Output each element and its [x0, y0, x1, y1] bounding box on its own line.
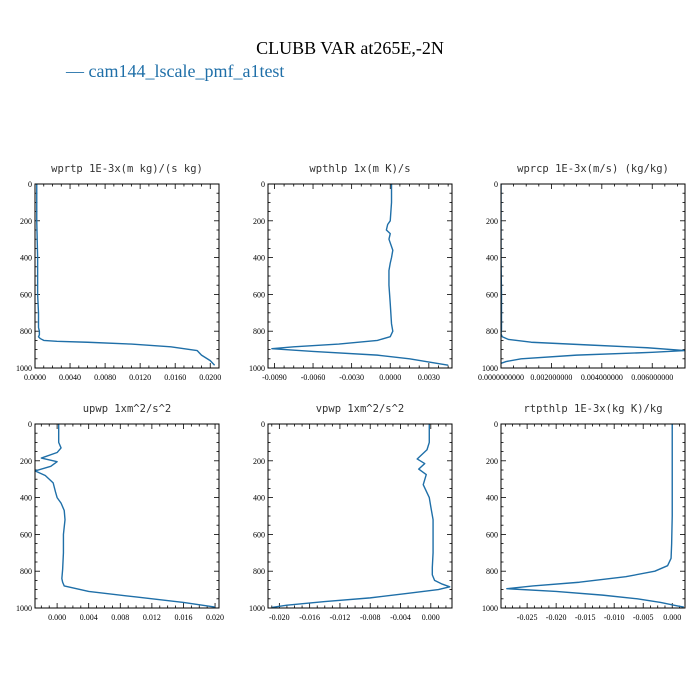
y-tick-label: 0 — [494, 180, 498, 189]
y-tick-label: 800 — [20, 327, 32, 336]
panel-2: wpthlp 1x(m K)/s 0 200 400 600 800 1000-0.0090… — [249, 163, 453, 382]
y-tick-label: 400 — [486, 494, 498, 503]
x-tick-label: -0.0060 — [301, 373, 326, 382]
y-tick-label: 1000 — [249, 604, 265, 613]
y-tick-label: 200 — [486, 457, 498, 466]
y-tick-label: 600 — [20, 290, 32, 299]
plot-frame — [34, 183, 220, 369]
plot-frame — [500, 183, 686, 369]
x-tick-label: 0.020 — [206, 613, 224, 622]
panel-4: upwp 1xm^2/s^2 0 200 400 600 800 1000 0.000 0.00… — [16, 403, 224, 622]
x-tick-label: 0.0000 — [24, 373, 46, 382]
y-tick-label: 800 — [486, 327, 498, 336]
y-tick-label: 400 — [486, 254, 498, 263]
legend-entry: — cam144_lscale_pmf_a1test — [65, 61, 284, 81]
series-line-1 — [271, 184, 449, 366]
series-line-1 — [35, 424, 216, 608]
panel-5: vpwp 1xm^2/s^2 0 200 400 600 800 1000 -0.020 -0.… — [249, 403, 453, 622]
y-tick-label: 0 — [28, 180, 32, 189]
x-tick-label: -0.012 — [330, 613, 351, 622]
panel-6: rtpthlp 1E-3x(kg K)/kg 0 200 400 600 800 1000 -… — [482, 403, 686, 622]
y-tick-label: 1000 — [482, 604, 498, 613]
y-tick-label: 800 — [486, 567, 498, 576]
panel-3: wprcp 1E-3x(m/s) (kg/kg) 0 200 400 600 800 100… — [478, 163, 686, 382]
y-tick-label: 400 — [20, 494, 32, 503]
x-tick-label: 0.006000000 — [631, 373, 673, 382]
series-line-1 — [36, 184, 216, 366]
x-tick-label: -0.016 — [299, 613, 320, 622]
x-tick-label: 0.0120 — [129, 373, 151, 382]
x-tick-label: 0.008 — [111, 613, 129, 622]
x-tick-label: 0.012 — [143, 613, 161, 622]
y-tick-label: 400 — [253, 494, 265, 503]
y-tick-label: 0 — [28, 420, 32, 429]
x-tick-label: 0.0000000000 — [478, 373, 524, 382]
y-tick-label: 800 — [253, 567, 265, 576]
y-tick-label: 1000 — [249, 364, 265, 373]
x-tick-label: -0.005 — [633, 613, 654, 622]
x-tick-label: 0.000 — [422, 613, 440, 622]
x-tick-label: 0.0030 — [418, 373, 440, 382]
panel-title: upwp 1xm^2/s^2 — [83, 403, 172, 415]
x-tick-label: -0.008 — [360, 613, 381, 622]
y-tick-label: 400 — [20, 254, 32, 263]
series-line-1 — [271, 424, 451, 608]
x-tick-label: -0.0090 — [262, 373, 287, 382]
panel-title: vpwp 1xm^2/s^2 — [316, 403, 405, 415]
x-tick-label: 0.016 — [174, 613, 192, 622]
x-tick-label: 0.0040 — [59, 373, 81, 382]
panel-title: wpthlp 1x(m K)/s — [309, 163, 410, 175]
series-line-1 — [501, 184, 685, 365]
y-tick-label: 0 — [261, 420, 265, 429]
y-tick-label: 200 — [253, 457, 265, 466]
x-tick-label: -0.015 — [575, 613, 596, 622]
panel-title: rtpthlp 1E-3x(kg K)/kg — [523, 403, 662, 415]
x-tick-label: -0.020 — [546, 613, 567, 622]
y-tick-label: 1000 — [16, 364, 32, 373]
x-tick-label: 0.002000000 — [530, 373, 572, 382]
panels: wprtp 1E-3x(m kg)/(s kg) 0 200 400 600 800 100… — [16, 163, 686, 622]
x-tick-label: 0.000 — [48, 613, 66, 622]
figure-title: CLUBB VAR at265E,-2N — [256, 38, 444, 58]
y-tick-label: 600 — [253, 530, 265, 539]
y-tick-label: 800 — [253, 327, 265, 336]
y-tick-label: 600 — [253, 290, 265, 299]
y-tick-label: 0 — [494, 420, 498, 429]
series-line-1 — [506, 424, 684, 608]
y-tick-label: 600 — [20, 530, 32, 539]
plot-frame — [500, 423, 686, 609]
x-tick-label: -0.020 — [269, 613, 290, 622]
x-tick-label: 0.0080 — [94, 373, 116, 382]
x-tick-label: 0.0200 — [199, 373, 221, 382]
x-tick-label: -0.025 — [517, 613, 538, 622]
y-tick-label: 400 — [253, 254, 265, 263]
x-tick-label: 0.004 — [80, 613, 98, 622]
panel-title: wprtp 1E-3x(m kg)/(s kg) — [51, 163, 203, 175]
y-tick-label: 600 — [486, 530, 498, 539]
plot-frame — [267, 423, 453, 609]
y-tick-label: 800 — [20, 567, 32, 576]
y-tick-label: 0 — [261, 180, 265, 189]
plot-frame — [267, 183, 453, 369]
x-tick-label: -0.010 — [604, 613, 625, 622]
x-tick-label: 0.0160 — [164, 373, 186, 382]
x-tick-label: 0.004000000 — [581, 373, 623, 382]
panel-title: wprcp 1E-3x(m/s) (kg/kg) — [517, 163, 669, 175]
y-tick-label: 200 — [20, 457, 32, 466]
x-tick-label: 0.0000 — [379, 373, 401, 382]
x-tick-label: -0.004 — [390, 613, 411, 622]
y-tick-label: 200 — [253, 217, 265, 226]
x-tick-label: -0.0030 — [339, 373, 364, 382]
y-tick-label: 200 — [486, 217, 498, 226]
y-tick-label: 200 — [20, 217, 32, 226]
plot-frame — [34, 423, 220, 609]
panel-1: wprtp 1E-3x(m kg)/(s kg) 0 200 400 600 800 100… — [16, 163, 221, 382]
y-tick-label: 1000 — [482, 364, 498, 373]
y-tick-label: 600 — [486, 290, 498, 299]
y-tick-label: 1000 — [16, 604, 32, 613]
x-tick-label: 0.000 — [663, 613, 681, 622]
